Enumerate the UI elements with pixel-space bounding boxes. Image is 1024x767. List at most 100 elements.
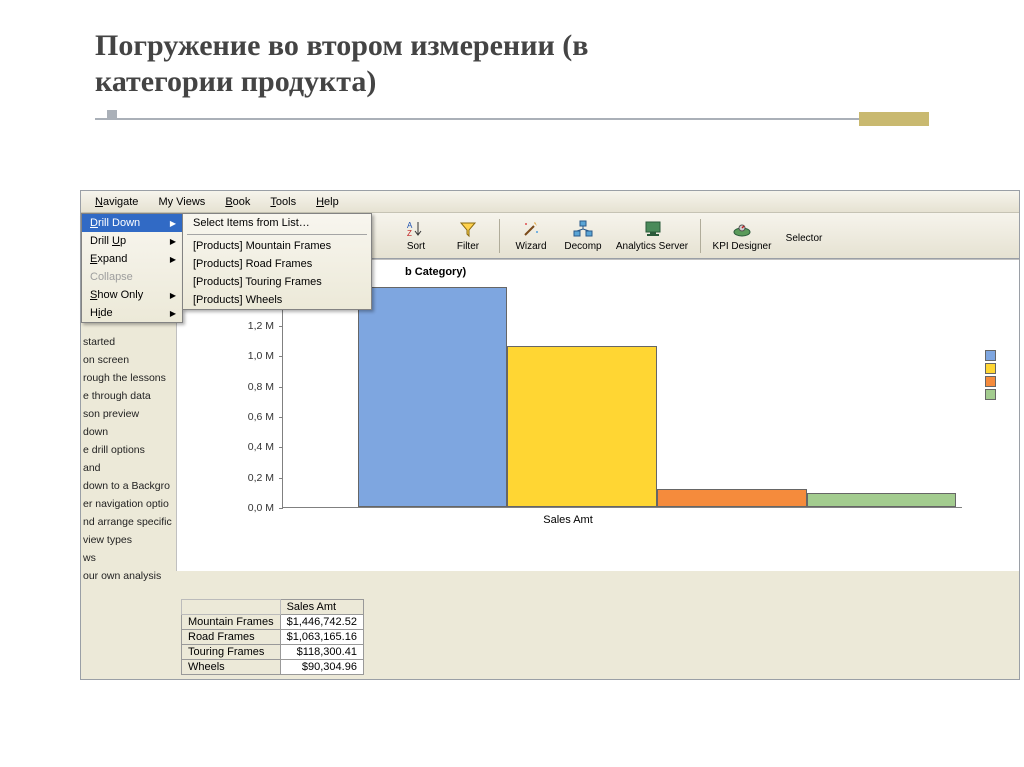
side-item[interactable]: er navigation optio (81, 495, 176, 513)
chevron-right-icon: ▶ (170, 219, 176, 228)
side-item[interactable]: ws (81, 549, 176, 567)
menu-drill-down[interactable]: Drill Down▶ (82, 214, 182, 232)
toolbar-separator-2 (700, 219, 701, 253)
app-window: Navigate My Views Book Tools Help AZ Sor… (80, 190, 1020, 680)
chart-plot: 0,0 M0,2 M0,4 M0,6 M0,8 M1,0 M1,2 M (282, 288, 962, 508)
legend-item (985, 363, 1017, 374)
side-item[interactable]: down (81, 423, 176, 441)
title-divider (95, 118, 929, 120)
side-item[interactable]: e through data (81, 387, 176, 405)
wizard-button[interactable]: Wizard (506, 216, 556, 256)
menubar: Navigate My Views Book Tools Help (81, 191, 1019, 213)
analytics-server-button[interactable]: Analytics Server (610, 216, 694, 256)
chevron-right-icon: ▶ (170, 309, 176, 318)
side-item[interactable]: and (81, 459, 176, 477)
title-accent (859, 112, 929, 126)
menu-expand[interactable]: Expand▶ (82, 250, 182, 268)
table-corner (182, 600, 281, 615)
row-label: Road Frames (182, 630, 281, 645)
sort-icon: AZ (406, 219, 426, 239)
toolbar-separator (499, 219, 500, 253)
data-table: Sales Amt Mountain Frames$1,446,742.52 R… (181, 599, 364, 675)
menu-hide[interactable]: Hide▶ (82, 304, 182, 322)
y-axis-label: 0,4 M (234, 441, 274, 453)
y-axis-label: 0,2 M (234, 472, 274, 484)
slide-title: Погружение во втором измерении (в катего… (0, 0, 1024, 100)
selector-label: Selector (786, 233, 823, 244)
chart-legend (985, 350, 1017, 402)
submenu-item[interactable]: [Products] Mountain Frames (183, 237, 371, 255)
chart-x-label: Sales Amt (177, 514, 959, 526)
row-value: $118,300.41 (280, 645, 363, 660)
legend-swatch (985, 350, 996, 361)
y-axis-label: 0,6 M (234, 411, 274, 423)
kpi-designer-label: KPI Designer (713, 241, 772, 252)
wizard-icon (521, 219, 541, 239)
sort-label: Sort (407, 241, 425, 252)
sort-button[interactable]: AZ Sort (391, 216, 441, 256)
menu-my-views[interactable]: My Views (150, 194, 213, 210)
y-axis-label: 1,0 M (234, 350, 274, 362)
legend-item (985, 389, 1017, 400)
side-item[interactable]: started (81, 333, 176, 351)
chart-bar[interactable] (657, 489, 807, 507)
legend-swatch (985, 363, 996, 374)
side-item[interactable]: rough the lessons (81, 369, 176, 387)
side-item[interactable]: son preview (81, 405, 176, 423)
chart-title: b Category) (405, 266, 466, 278)
y-axis-label: 0,8 M (234, 381, 274, 393)
submenu-item[interactable]: [Products] Touring Frames (183, 273, 371, 291)
legend-item (985, 376, 1017, 387)
menu-show-only[interactable]: Show Only▶ (82, 286, 182, 304)
submenu-item[interactable]: [Products] Wheels (183, 291, 371, 309)
menu-drill-up[interactable]: Drill Up▶ (82, 232, 182, 250)
menu-book[interactable]: Book (217, 194, 258, 210)
chart-bar[interactable] (358, 287, 508, 507)
side-item[interactable]: down to a Backgro (81, 477, 176, 495)
side-list: startedon screenrough the lessonse throu… (81, 333, 176, 585)
side-item[interactable]: on screen (81, 351, 176, 369)
table-row: Touring Frames$118,300.41 (182, 645, 364, 660)
side-item[interactable]: e drill options (81, 441, 176, 459)
submenu-separator (187, 234, 367, 235)
y-axis-label: 0,0 M (234, 502, 274, 514)
row-value: $1,063,165.16 (280, 630, 363, 645)
legend-swatch (985, 389, 996, 400)
decomp-button[interactable]: Decomp (558, 216, 608, 256)
row-label: Touring Frames (182, 645, 281, 660)
selector-icon (794, 227, 814, 231)
wizard-label: Wizard (515, 241, 546, 252)
chevron-right-icon: ▶ (170, 255, 176, 264)
decomp-icon (573, 219, 593, 239)
chevron-right-icon: ▶ (170, 237, 176, 246)
menu-navigate[interactable]: Navigate (87, 194, 146, 210)
row-value: $90,304.96 (280, 660, 363, 675)
submenu-select-items[interactable]: Select Items from List… (183, 214, 371, 232)
filter-button[interactable]: Filter (443, 216, 493, 256)
table-row: Mountain Frames$1,446,742.52 (182, 615, 364, 630)
table-header: Sales Amt (280, 600, 363, 615)
chart-bar[interactable] (507, 346, 657, 507)
row-value: $1,446,742.52 (280, 615, 363, 630)
side-item[interactable]: our own analysis (81, 567, 176, 585)
selector-button[interactable]: Selector (779, 216, 829, 256)
filter-label: Filter (457, 241, 479, 252)
chart-bar[interactable] (807, 493, 957, 507)
table-row: Road Frames$1,063,165.16 (182, 630, 364, 645)
title-line1: Погружение во втором измерении (в (95, 29, 588, 62)
menu-tools[interactable]: Tools (262, 194, 304, 210)
analytics-server-label: Analytics Server (616, 241, 688, 252)
title-tick (107, 110, 117, 120)
legend-swatch (985, 376, 996, 387)
y-axis-label: 1,2 M (234, 320, 274, 332)
submenu-item[interactable]: [Products] Road Frames (183, 255, 371, 273)
kpi-designer-button[interactable]: KPI Designer (707, 216, 777, 256)
side-item[interactable]: view types (81, 531, 176, 549)
menu-help[interactable]: Help (308, 194, 347, 210)
kpi-designer-icon (732, 219, 752, 239)
title-line2: категории продукта) (95, 65, 376, 98)
analytics-server-icon (642, 219, 662, 239)
decomp-label: Decomp (564, 241, 601, 252)
row-label: Mountain Frames (182, 615, 281, 630)
side-item[interactable]: nd arrange specific (81, 513, 176, 531)
